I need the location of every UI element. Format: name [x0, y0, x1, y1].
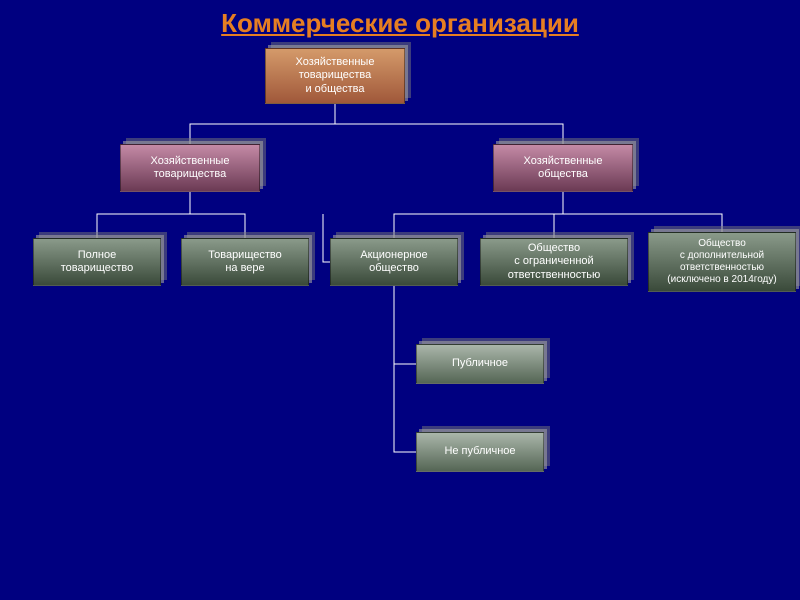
node-vera: Товариществона вере — [181, 238, 309, 286]
node-root: Хозяйственныетовариществаи общества — [265, 48, 405, 104]
node-ooo: Обществос ограниченнойответственностью — [480, 238, 628, 286]
page-title: Коммерческие организации — [0, 8, 800, 39]
node-ao: Акционерноеобщество — [330, 238, 458, 286]
node-odo: Обществос дополнительнойответственностью… — [648, 232, 796, 292]
node-nonpublic: Не публичное — [416, 432, 544, 472]
node-public: Публичное — [416, 344, 544, 384]
node-polnoe: Полноетоварищество — [33, 238, 161, 286]
node-tov: Хозяйственныетоварищества — [120, 144, 260, 192]
node-obsh: Хозяйственныеобщества — [493, 144, 633, 192]
